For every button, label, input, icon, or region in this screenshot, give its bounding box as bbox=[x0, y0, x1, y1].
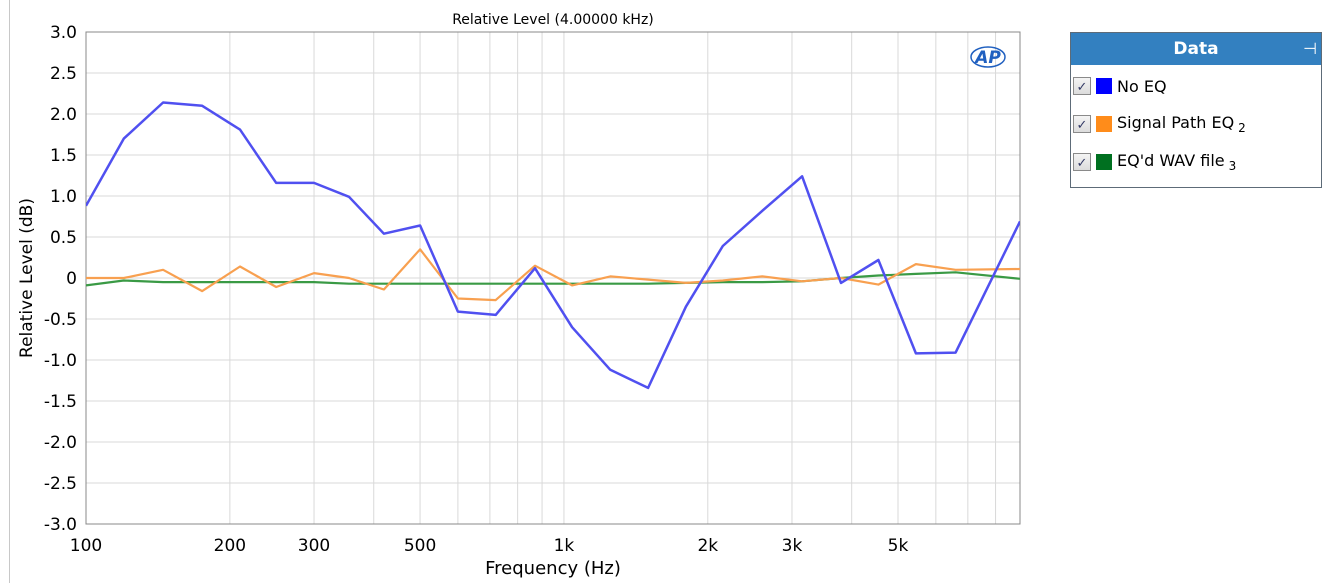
legend-label: EQ'd WAV file 3 bbox=[1117, 151, 1237, 173]
legend-item[interactable]: ✓ No EQ bbox=[1073, 73, 1167, 99]
legend-swatch bbox=[1096, 154, 1112, 170]
x-tick-label: 200 bbox=[214, 536, 246, 556]
series-line-no-eq bbox=[86, 101, 1020, 390]
y-tick-label: 1.5 bbox=[50, 146, 77, 166]
legend-label: No EQ bbox=[1117, 76, 1167, 96]
data-panel-title: Data bbox=[1173, 39, 1219, 59]
x-tick-label: 500 bbox=[404, 536, 436, 556]
x-tick-label: 1k bbox=[554, 536, 575, 556]
y-tick-label: -1.0 bbox=[44, 351, 77, 371]
chart-title: Relative Level (4.00000 kHz) bbox=[452, 12, 654, 28]
legend-checkbox[interactable]: ✓ bbox=[1073, 153, 1091, 171]
legend-checkbox[interactable]: ✓ bbox=[1073, 77, 1091, 95]
x-axis-label: Frequency (Hz) bbox=[485, 558, 621, 579]
pin-icon[interactable]: ⊣ bbox=[1303, 39, 1317, 58]
y-tick-label: -3.0 bbox=[44, 515, 77, 535]
y-tick-label: 2.0 bbox=[50, 105, 77, 125]
y-tick-label: -2.0 bbox=[44, 433, 77, 453]
ap-logo-ring bbox=[970, 46, 1006, 68]
y-tick-label: 0 bbox=[66, 269, 77, 289]
legend-checkbox[interactable]: ✓ bbox=[1073, 115, 1091, 133]
y-tick-label: 0.5 bbox=[50, 228, 77, 248]
legend-suffix: 2 bbox=[1238, 121, 1246, 135]
left-divider bbox=[9, 0, 10, 583]
legend-swatch bbox=[1096, 116, 1112, 132]
y-tick-label: 3.0 bbox=[50, 23, 77, 43]
x-tick-label: 300 bbox=[298, 536, 330, 556]
y-tick-label: -2.5 bbox=[44, 474, 77, 494]
legend-label: Signal Path EQ 2 bbox=[1117, 113, 1246, 135]
relative-level-chart: 3.0 2.5 2.0 1.5 1.0 0.5 0 -0.5 -1.0 -1.5 -2.0 -2.5 -… bbox=[17, 12, 1021, 579]
ap-logo: AP bbox=[973, 48, 1001, 68]
x-tick-label: 2k bbox=[697, 536, 718, 556]
y-tick-label: -0.5 bbox=[44, 310, 77, 330]
legend-item[interactable]: ✓ EQ'd WAV file 3 bbox=[1073, 149, 1236, 175]
legend-swatch bbox=[1096, 78, 1112, 94]
y-axis-label: Relative Level (dB) bbox=[17, 198, 37, 358]
tick-labels: 3.0 2.5 2.0 1.5 1.0 0.5 0 -0.5 -1.0 -1.5 -2.0 -2.5 -… bbox=[44, 23, 909, 556]
series-layer bbox=[86, 101, 1020, 390]
x-tick-label: 5k bbox=[888, 536, 909, 556]
data-panel: Data ⊣ ✓ No EQ ✓ Signal Path EQ 2 ✓ EQ'd WAV f… bbox=[1070, 32, 1322, 188]
y-tick-label: -1.5 bbox=[44, 392, 77, 412]
legend-suffix: 3 bbox=[1228, 159, 1237, 173]
x-tick-label: 100 bbox=[70, 536, 102, 556]
data-panel-header: Data ⊣ bbox=[1071, 33, 1321, 65]
x-tick-label: 3k bbox=[782, 536, 803, 556]
y-tick-label: 1.0 bbox=[50, 187, 77, 207]
y-tick-label: 2.5 bbox=[50, 64, 77, 84]
legend-item[interactable]: ✓ Signal Path EQ 2 bbox=[1073, 111, 1246, 137]
series-line-signal-path-eq bbox=[86, 248, 1020, 302]
grid bbox=[86, 31, 1020, 525]
